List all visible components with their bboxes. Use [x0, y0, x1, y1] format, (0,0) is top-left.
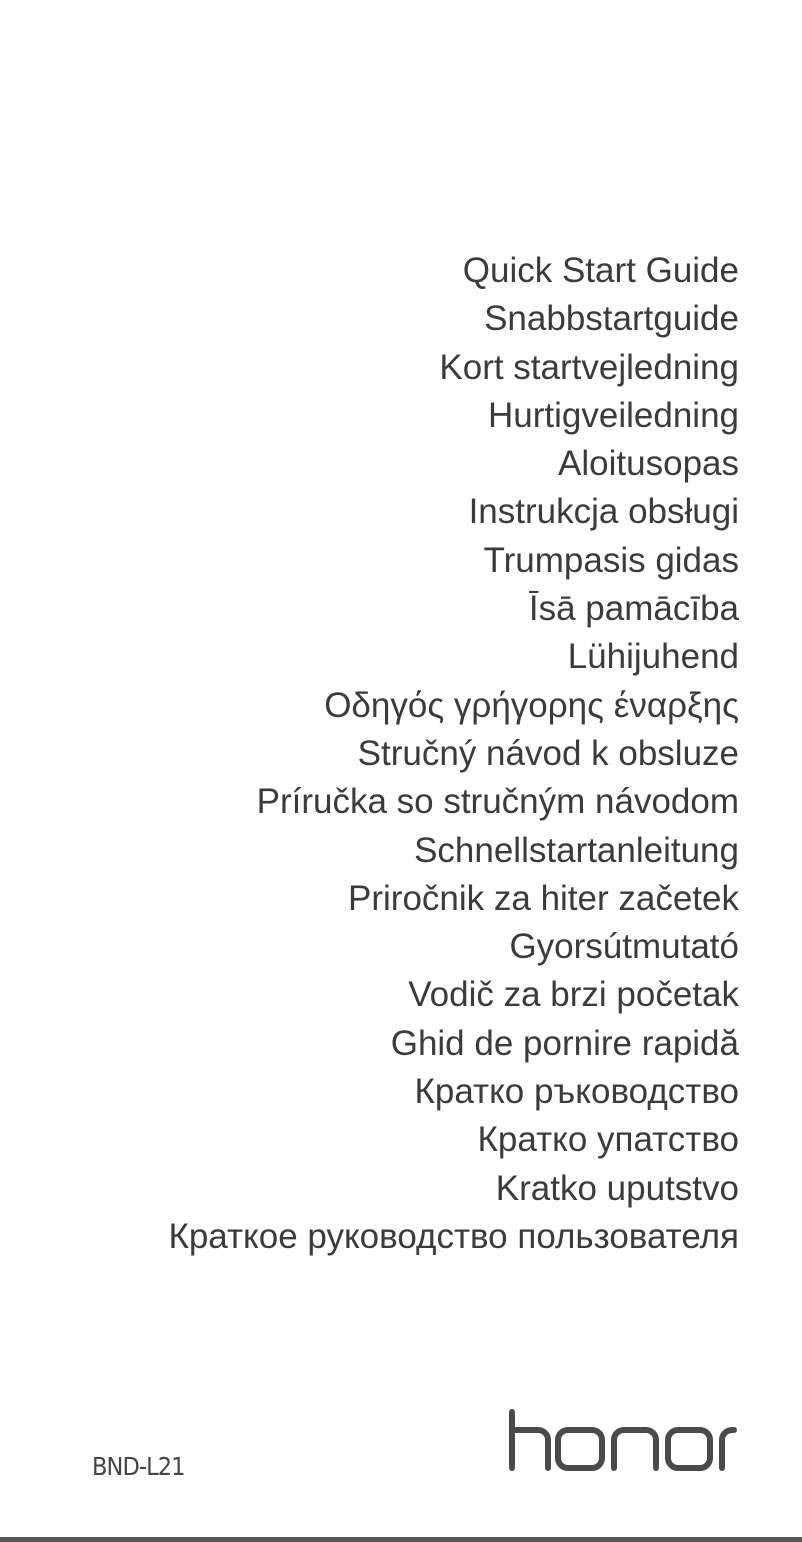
guide-title: Īsā pamācība: [528, 589, 739, 629]
guide-title: Ghid de pornire rapidă: [390, 1023, 739, 1063]
guide-title: Snabbstartguide: [484, 299, 739, 339]
honor-logo: [509, 1409, 737, 1471]
guide-title: Кратко упатство: [477, 1120, 739, 1160]
guide-title: Vodič za brzi početak: [408, 975, 739, 1015]
guide-title: Stručný návod k obsluze: [357, 733, 739, 773]
guide-title: Aloitusopas: [558, 444, 739, 484]
guide-title: Kratko uputstvo: [495, 1168, 739, 1208]
guide-title: Príručka so stručným návodom: [256, 782, 739, 822]
guide-title: Οδηγός γρήγορης έναρξης: [324, 685, 739, 725]
guide-title: Hurtigveiledning: [488, 395, 739, 435]
guide-title: Lühijuhend: [567, 637, 739, 677]
guide-title: Instrukcja obsługi: [468, 492, 739, 532]
guide-title: Краткое руководство пользователя: [168, 1216, 739, 1256]
guide-title: Gyorsútmutató: [509, 927, 739, 967]
guide-titles: Quick Start Guide Snabbstartguide Kort sta…: [168, 247, 739, 1261]
model-number: BND-L21: [92, 1452, 185, 1481]
guide-title: Schnellstartanleitung: [414, 830, 739, 870]
guide-title: Trumpasis gidas: [483, 540, 739, 580]
guide-title: Kort startvejledning: [439, 347, 739, 387]
guide-title: Quick Start Guide: [462, 251, 739, 290]
guide-title: Кратко ръководство: [414, 1072, 739, 1112]
guide-title: Priročnik za hiter začetek: [348, 878, 739, 918]
bottom-divider: [0, 1537, 802, 1542]
